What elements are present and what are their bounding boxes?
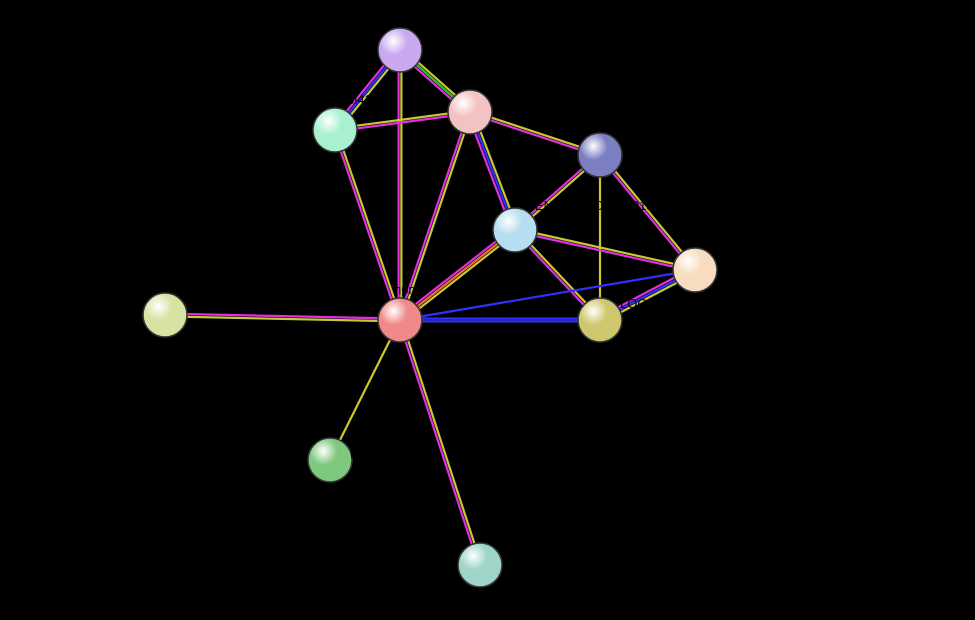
node-label-e03962: ENSENLP00000003962 [500, 541, 640, 556]
node-label-tmem167a: tmem167a [350, 446, 412, 461]
node-mrpl11[interactable] [378, 28, 422, 72]
network-diagram: mrpl11 mrpl41 mrpl3 ncl ENSENLP00000015623 EN… [0, 0, 975, 620]
edge-npm3-e03962[interactable] [399, 320, 479, 565]
edge-mrpl41-npm3[interactable] [334, 130, 399, 320]
node-label-npm3: npm3 [394, 282, 427, 297]
node-e53065[interactable] [673, 248, 717, 292]
node-label-mrpl11: mrpl11 [420, 32, 459, 47]
node-mrpl3[interactable] [448, 90, 492, 134]
node-label-e15623: ENSENLP00000015623 [535, 198, 675, 213]
edge-npm3-e03962[interactable] [401, 320, 481, 565]
node-label-loc: LOC115050168 [620, 296, 711, 311]
node-ogt[interactable] [143, 293, 187, 337]
node-npm3[interactable] [378, 298, 422, 342]
node-label-ncl: ncl [624, 137, 641, 152]
edge-npm3-tmem167a[interactable] [330, 320, 400, 460]
node-loc[interactable] [578, 298, 622, 342]
nodes-layer: mrpl11 mrpl41 mrpl3 ncl ENSENLP00000015623 EN… [143, 28, 843, 587]
node-e03962[interactable] [458, 543, 502, 587]
node-ncl[interactable] [578, 133, 622, 177]
node-tmem167a[interactable] [308, 438, 352, 482]
node-label-mrpl41: mrpl41 [332, 92, 372, 107]
node-label-ogt: ogt [159, 277, 177, 292]
edge-e53065-npm3[interactable] [400, 270, 695, 320]
edge-mrpl41-npm3[interactable] [336, 130, 401, 320]
node-mrpl41[interactable] [313, 108, 357, 152]
edge-e15623-e53065[interactable] [515, 231, 695, 271]
node-e15623[interactable] [493, 208, 537, 252]
node-label-e53065: ENSENLP00000053065 [703, 232, 843, 247]
node-label-mrpl3: mrpl3 [492, 92, 525, 107]
